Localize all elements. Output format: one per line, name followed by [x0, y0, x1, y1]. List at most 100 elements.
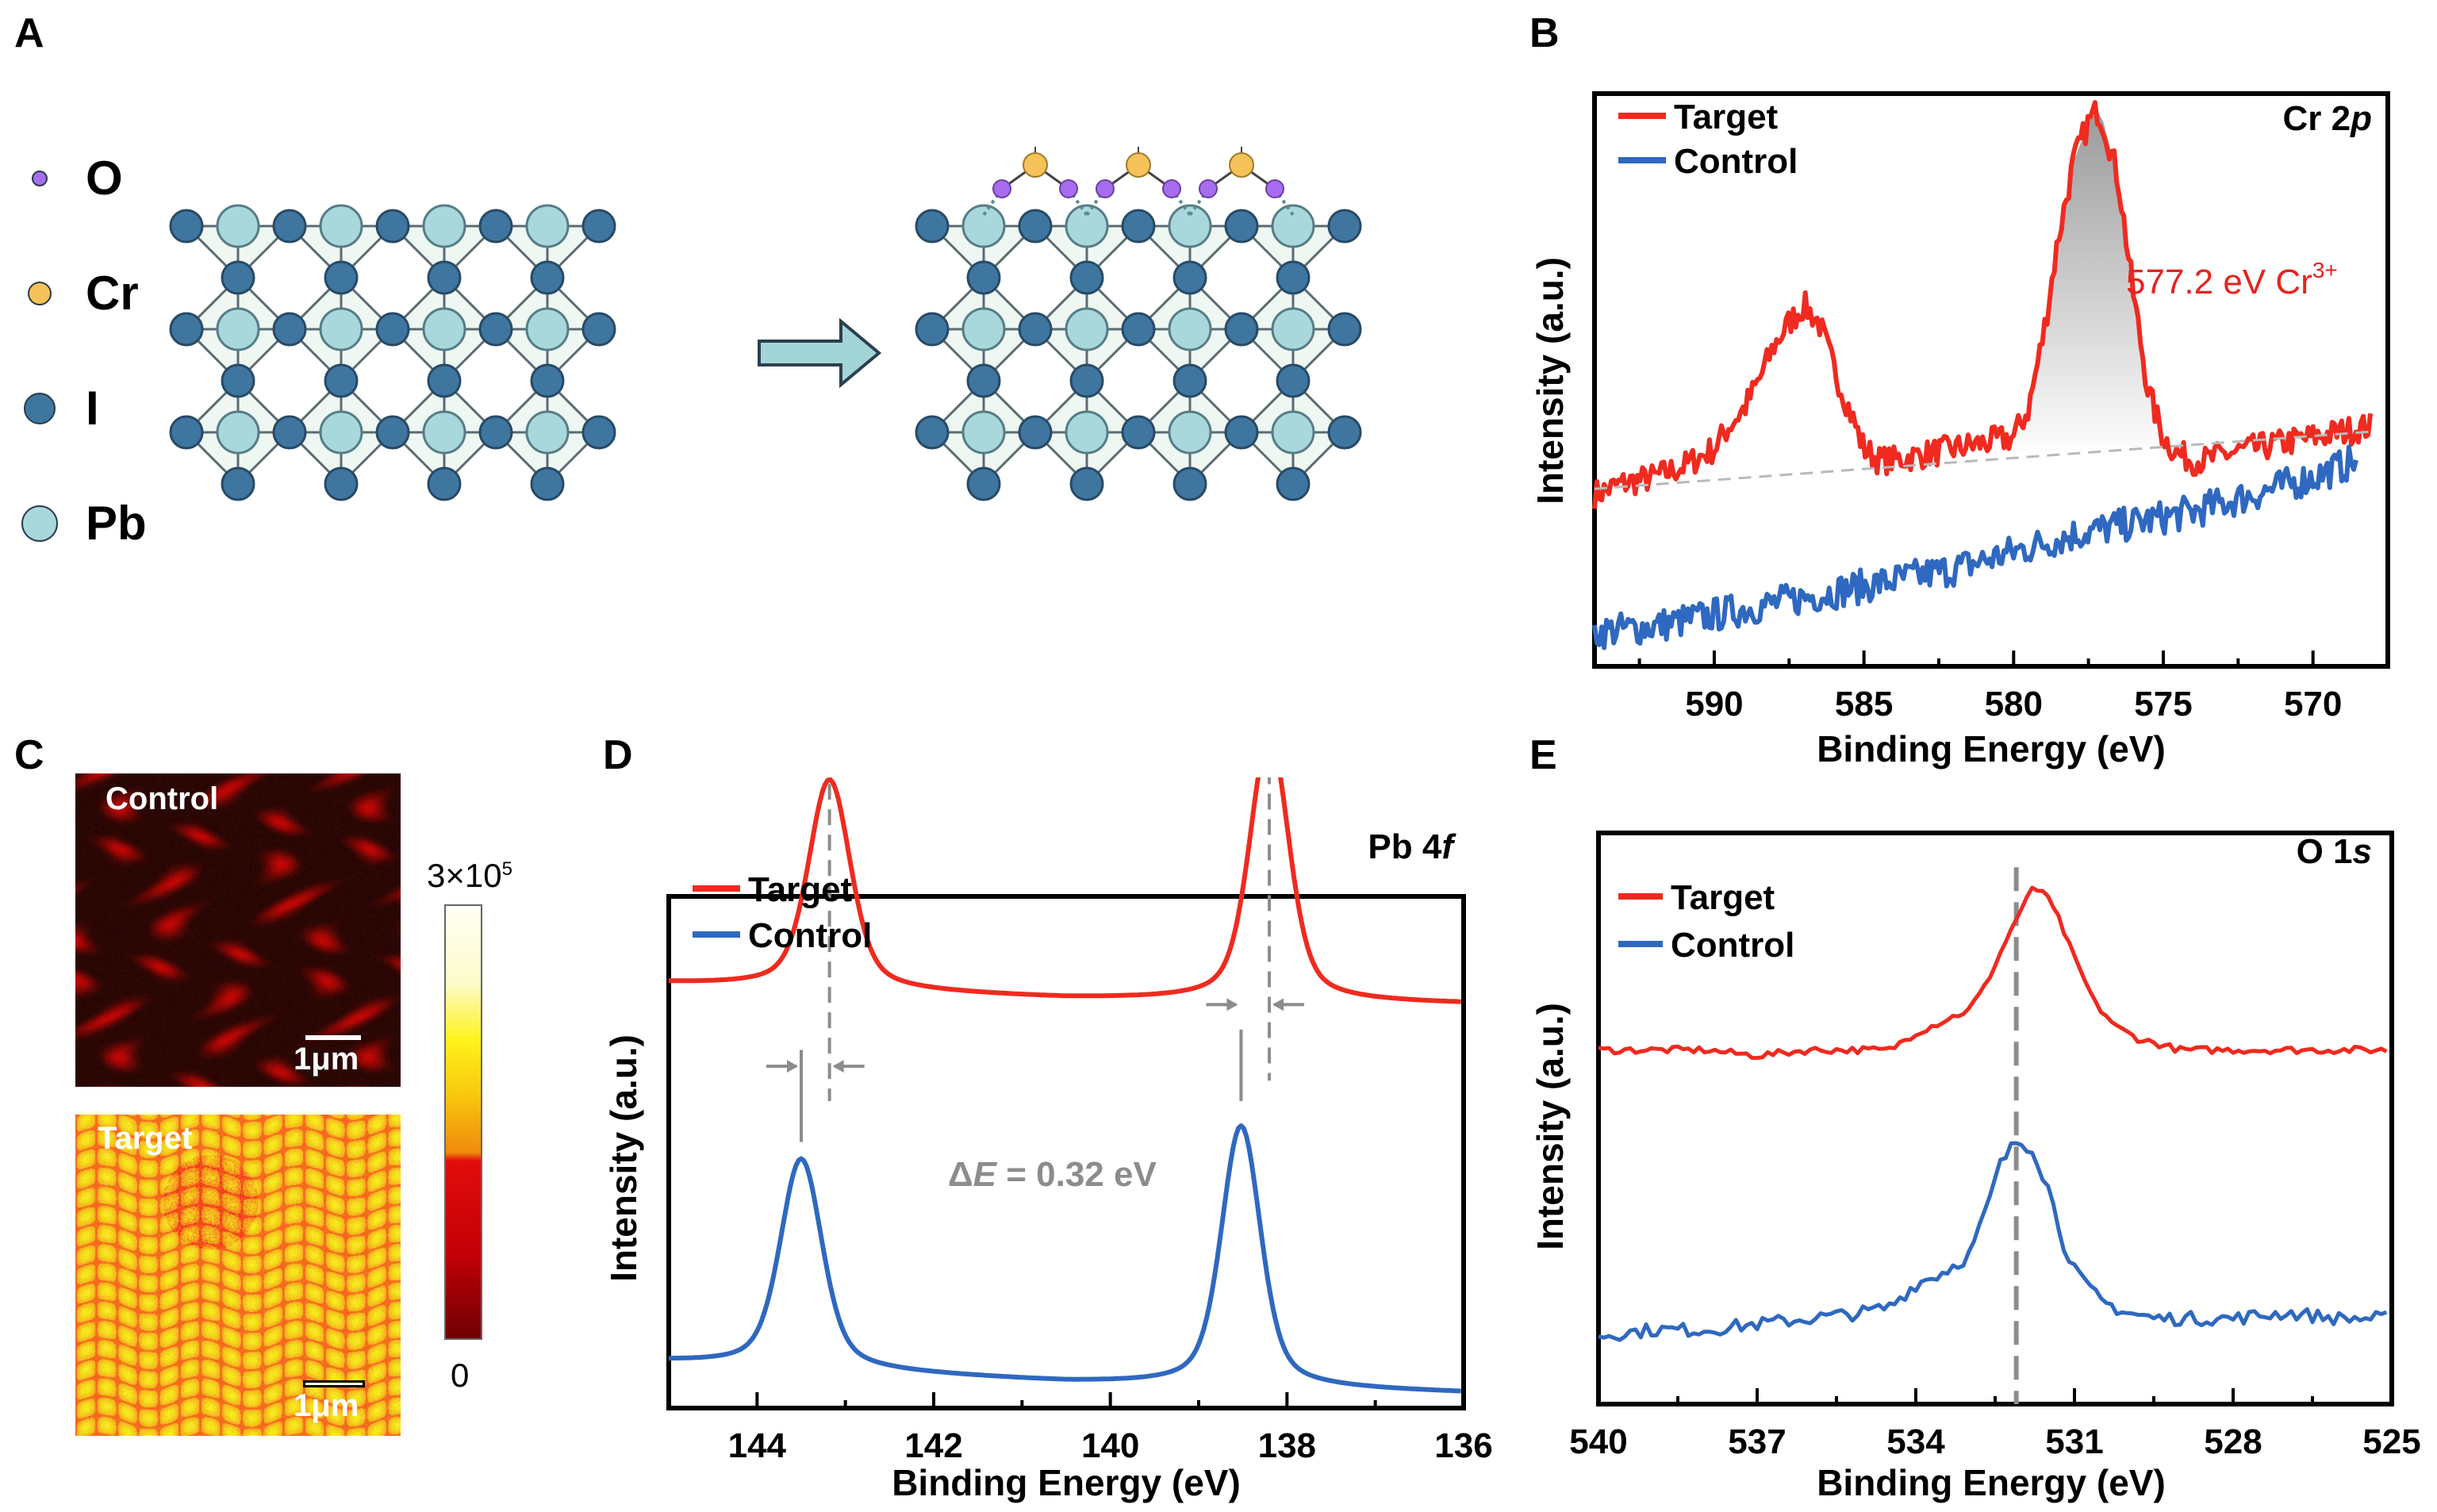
iodine-atom	[1018, 312, 1053, 347]
iodine-atom	[1224, 312, 1259, 347]
lead-atom	[961, 307, 1006, 351]
iodine-atom	[1327, 312, 1362, 347]
iodine-atom	[1069, 260, 1104, 295]
lead-atom	[319, 410, 363, 455]
panel-label-c: C	[14, 732, 44, 778]
lead-atom	[1271, 410, 1315, 455]
iodine-atom	[272, 312, 307, 347]
e-plot-frame	[1596, 831, 2394, 1406]
b-x-tick-label: 585	[1835, 685, 1893, 723]
iodine-atom	[324, 260, 359, 295]
lead-atom	[1168, 204, 1212, 248]
panel-d-chart: 144 142 140 138 136 Intensity (a.u.) Binding…	[603, 777, 1493, 1503]
b-legend-target: Target	[1674, 98, 1779, 136]
iodine-atom	[1276, 260, 1311, 295]
lattice-pristine	[169, 204, 616, 501]
lead-atom	[216, 204, 260, 248]
e-x-tick-label: 531	[2045, 1422, 2103, 1461]
iodine-atom	[1327, 209, 1362, 244]
iodine-atom	[427, 260, 462, 295]
iodine-atom	[427, 466, 462, 501]
lead-atom-legend-icon	[21, 505, 58, 542]
lead-atom	[422, 410, 466, 455]
target-scale-bar	[303, 1380, 365, 1387]
iodine-atom	[966, 260, 1001, 295]
oxygen-atom	[1199, 179, 1218, 198]
d-shift-arrows	[766, 1060, 865, 1073]
atom-legend: O Cr I Pb	[21, 152, 147, 550]
iodine-atom	[1276, 363, 1311, 398]
chromium-atom	[1023, 152, 1048, 178]
lead-atom	[216, 307, 260, 351]
iodine-atom	[1121, 312, 1156, 347]
b-legend-control: Control	[1674, 142, 1798, 181]
iodine-atom	[221, 260, 255, 295]
iodine-atom	[1069, 466, 1104, 501]
oxygen-atom	[1265, 179, 1284, 198]
iodine-atom	[221, 466, 255, 501]
iodine-atom	[221, 363, 255, 398]
d-x-axis-title: Binding Energy (eV)	[892, 1462, 1241, 1503]
b-baseline	[1594, 430, 2374, 490]
lead-atom	[422, 204, 466, 248]
lead-atom	[216, 410, 260, 455]
colorbar-max-label: 3×105	[427, 857, 512, 894]
e-y-axis-title: Intensity (a.u.)	[1529, 1003, 1571, 1250]
lead-atom	[525, 307, 570, 351]
b-x-tick-label: 570	[2284, 685, 2342, 723]
b-legend: Target Control	[1618, 98, 1798, 181]
e-x-tick-label: 540	[1569, 1422, 1627, 1461]
legend-label-pb: Pb	[86, 497, 147, 550]
iodine-atom	[581, 312, 616, 347]
iodine-atom	[272, 415, 307, 450]
d-x-tick-label: 144	[728, 1426, 787, 1465]
iodine-atom	[1172, 363, 1207, 398]
iodine-atom	[1172, 466, 1207, 501]
iodine-atom	[1018, 209, 1053, 244]
b-plot-frame	[1592, 91, 2390, 669]
d-y-axis-title: Intensity (a.u.)	[603, 1034, 644, 1282]
e-x-tick-label: 534	[1886, 1422, 1945, 1461]
iodine-atom	[1121, 415, 1156, 450]
target-map-label: Target	[98, 1121, 193, 1156]
iodine-atom	[1276, 466, 1311, 501]
b-peak-annotation: 577.2 eV Cr3+	[2126, 258, 2338, 301]
e-x-tick-label: 537	[1728, 1422, 1786, 1461]
lead-atom	[1065, 307, 1109, 351]
iodine-atom	[1018, 415, 1053, 450]
iodine-atom	[1172, 260, 1207, 295]
panel-b-chart: 590 585 580 575 570 Intensity (a.u.) Binding…	[1529, 91, 2390, 769]
target-scale-text: 1μm	[294, 1388, 359, 1423]
iodine-atom	[530, 260, 565, 295]
iodine-atom	[1224, 209, 1259, 244]
iodine-atom	[169, 312, 204, 347]
d-core-level-label: Pb 4f	[1368, 827, 1456, 866]
b-core-level-label: Cr 2p	[2283, 99, 2372, 138]
d-x-tick-label: 138	[1258, 1426, 1316, 1465]
iodine-atom	[375, 312, 410, 347]
target-tof-sims-map: Target 1μm	[75, 1115, 401, 1436]
lead-atom	[1168, 410, 1212, 455]
d-delta-e-annotation: ΔE = 0.32 eV	[948, 1155, 1157, 1194]
iodine-atom	[169, 415, 204, 450]
e-core-level-label: O 1s	[2297, 832, 2372, 871]
d-legend-target: Target	[748, 870, 853, 909]
control-tof-sims-map: Control 1μm	[75, 773, 401, 1087]
chromium-atom	[1229, 152, 1254, 178]
lead-atom	[1271, 204, 1315, 248]
iodine-atom	[530, 363, 565, 398]
control-map-label: Control	[106, 781, 219, 816]
iodine-atom	[915, 209, 950, 244]
iodine-atom	[1327, 415, 1362, 450]
iodine-atom-legend-icon	[24, 393, 56, 424]
e-series-target	[1598, 885, 2388, 1061]
b-x-tick-label: 575	[2134, 685, 2192, 723]
iodine-atom	[324, 466, 359, 501]
colorbar-min-label: 0	[451, 1357, 470, 1394]
iodine-atom	[966, 363, 1001, 398]
iodine-atom	[530, 466, 565, 501]
e-x-axis-title: Binding Energy (eV)	[1817, 1462, 2166, 1503]
b-x-tick-label: 590	[1685, 685, 1743, 723]
lead-atom	[1065, 204, 1109, 248]
panel-label-b: B	[1529, 10, 1560, 56]
